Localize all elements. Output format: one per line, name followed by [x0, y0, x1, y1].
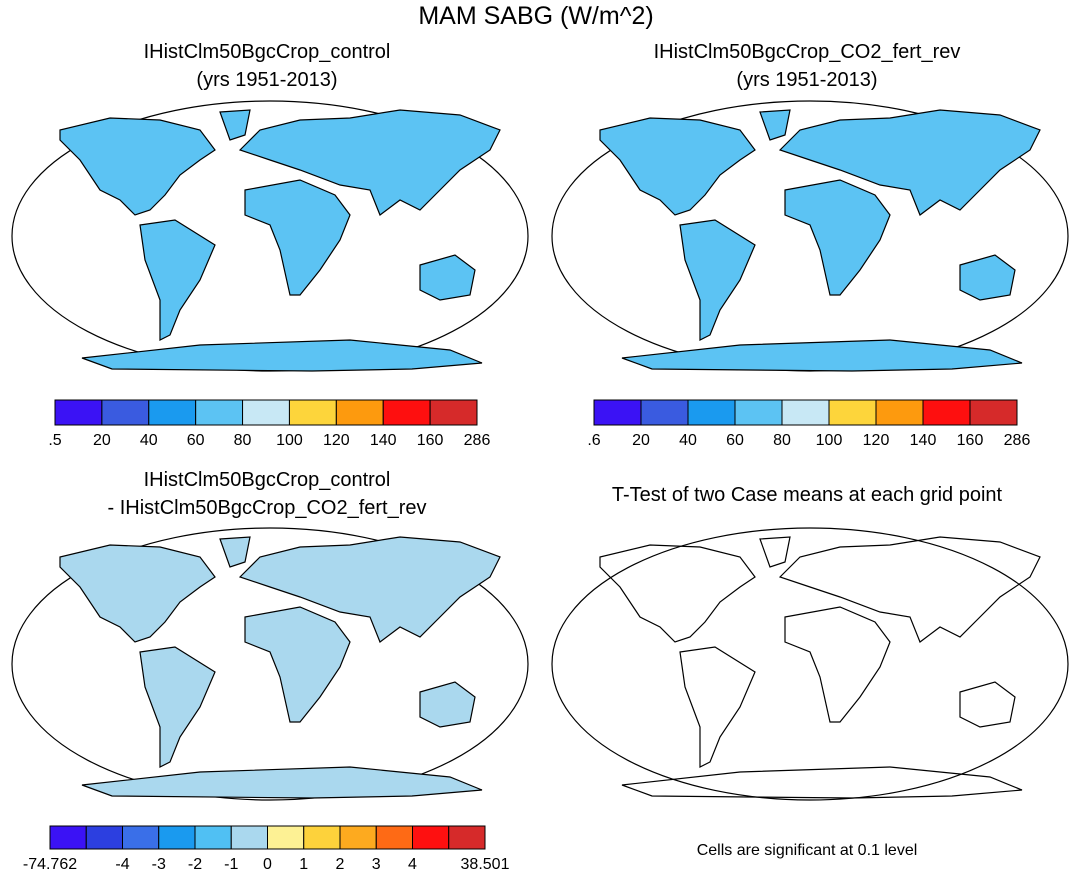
colorbar-box — [242, 399, 290, 426]
colorbar-label: 0 — [263, 856, 272, 873]
panel-title: IHistClm50BgcCrop_CO2_fert_rev — [654, 41, 961, 63]
colorbar-box — [101, 399, 150, 426]
map — [11, 100, 529, 372]
colorbar-box — [429, 399, 478, 426]
map — [11, 527, 529, 801]
colorbar-label: 140 — [910, 432, 937, 449]
colorbar-label: 286 — [464, 432, 491, 449]
colorbar-box — [122, 825, 160, 850]
colorbar-box — [382, 399, 431, 426]
colorbar-box — [875, 399, 924, 426]
colorbar-box — [687, 399, 736, 426]
panel-title: (yrs 1951-2013) — [196, 69, 337, 91]
colorbar-box — [303, 825, 341, 850]
colorbar-box — [593, 399, 642, 426]
colorbar-box — [85, 825, 123, 850]
colorbar-label: 160 — [417, 432, 444, 449]
colorbar-label: 120 — [863, 432, 890, 449]
colorbar-box — [54, 399, 103, 426]
colorbar-label: 100 — [816, 432, 843, 449]
colorbar-label: -4 — [115, 856, 129, 873]
colorbar-label: 38.501 — [461, 856, 510, 873]
colorbar-label: 160 — [957, 432, 984, 449]
note: Cells are significant at 0.1 level — [697, 842, 918, 859]
colorbar-label: 40 — [679, 432, 697, 449]
colorbar-label: -2 — [188, 856, 202, 873]
colorbar-label: 120 — [323, 432, 350, 449]
colorbar-box — [230, 825, 268, 850]
colorbar-box — [339, 825, 377, 850]
colorbar-box — [412, 825, 450, 850]
panel-title: T-Test of two Case means at each grid po… — [612, 484, 1003, 506]
colorbar-label: 100 — [276, 432, 303, 449]
colorbar-label: 4 — [408, 856, 417, 873]
colorbar-label: 40 — [140, 432, 158, 449]
colorbar-label: 3 — [372, 856, 381, 873]
colorbar-label: .5 — [48, 432, 61, 449]
colorbar-box — [448, 825, 486, 850]
colorbar-label: 20 — [93, 432, 111, 449]
colorbar-label: 20 — [632, 432, 650, 449]
colorbar-label: 60 — [187, 432, 205, 449]
colorbar-box — [734, 399, 783, 426]
colorbar-label: 2 — [336, 856, 345, 873]
map — [551, 527, 1069, 801]
colorbar-box — [195, 399, 244, 426]
colorbar-label: 1 — [299, 856, 308, 873]
map — [551, 100, 1069, 372]
colorbar-label: -1 — [224, 856, 238, 873]
colorbar-label: 286 — [1004, 432, 1031, 449]
colorbar-box — [158, 825, 196, 850]
colorbar-label: 80 — [773, 432, 791, 449]
colorbar-box — [969, 399, 1018, 426]
colorbar-box — [828, 399, 877, 426]
colorbar-box — [922, 399, 971, 426]
colorbar-box — [375, 825, 413, 850]
panel-title: IHistClm50BgcCrop_control — [144, 469, 391, 491]
colorbar-box — [335, 399, 384, 426]
panel-title: - IHistClm50BgcCrop_CO2_fert_rev — [108, 497, 427, 519]
colorbar-box — [194, 825, 232, 850]
panel-title: (yrs 1951-2013) — [736, 69, 877, 91]
colorbar-label: -74.762 — [23, 856, 77, 873]
colorbar-label: -3 — [152, 856, 166, 873]
colorbar-box — [781, 399, 830, 426]
colorbar-label: 140 — [370, 432, 397, 449]
colorbar-box — [288, 399, 337, 426]
panel-title: IHistClm50BgcCrop_control — [144, 41, 391, 63]
colorbar-box — [640, 399, 689, 426]
figure-title: MAM SABG (W/m^2) — [418, 2, 653, 30]
colorbar-label: 80 — [234, 432, 252, 449]
colorbar-box — [267, 825, 305, 850]
colorbar-label: .6 — [587, 432, 600, 449]
colorbar-label: 60 — [726, 432, 744, 449]
colorbar-box — [49, 825, 87, 850]
colorbar-box — [148, 399, 197, 426]
